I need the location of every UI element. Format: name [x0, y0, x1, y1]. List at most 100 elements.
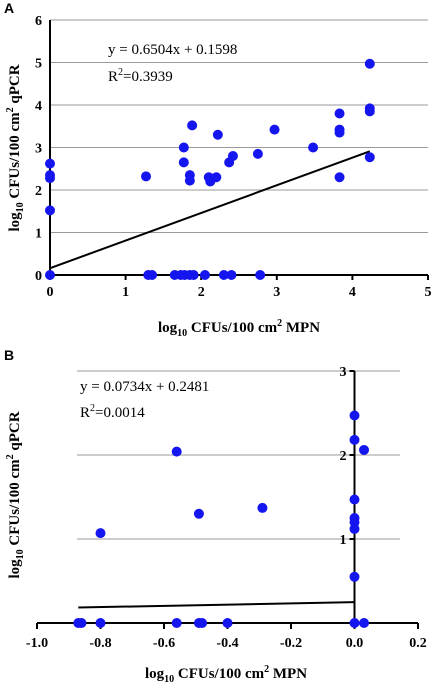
x-tick-label--0.6: -0.6 [153, 636, 175, 651]
y-tick-label-3: 3 [340, 365, 347, 380]
x-tick-label-5: 5 [425, 285, 432, 300]
regression-equation: y = 0.0734x + 0.2481 [80, 379, 209, 395]
data-point [211, 172, 222, 183]
y-tick-label-2: 2 [340, 449, 347, 464]
regression-line [49, 150, 371, 270]
data-point [178, 142, 189, 153]
y-tick-label-6: 6 [35, 14, 42, 29]
data-point [364, 58, 375, 69]
data-point [188, 270, 199, 280]
xlabel-title-subscript: 10 [177, 328, 187, 339]
ylabel-title-superscript: 2 [5, 107, 16, 112]
data-point [227, 151, 238, 161]
r-squared: R2=0.3939 [108, 67, 173, 85]
x-tick-label--0.8: -0.8 [89, 636, 111, 651]
panel-letter-b: B [4, 347, 14, 363]
x-tick-label--0.4: -0.4 [216, 636, 238, 651]
data-point [334, 127, 345, 138]
data-point [45, 270, 55, 280]
data-point [45, 173, 55, 184]
data-point [334, 108, 345, 119]
ylabel-title-subscript: 10 [15, 202, 26, 212]
xlabel-title-superscript: 2 [277, 318, 282, 329]
ylabel-title-main: log [7, 212, 23, 232]
data-point [364, 106, 375, 117]
r2-superscript: 2 [90, 403, 95, 414]
data-point [218, 270, 229, 280]
y-tick-label-0: 0 [35, 269, 42, 284]
y-tick-label-1: 1 [35, 227, 42, 242]
regression-line [78, 601, 355, 609]
x-tick-label-3: 3 [273, 285, 280, 300]
ylabel-title-mid: CFUs/100 cm [7, 112, 23, 202]
data-point [349, 523, 360, 534]
r2-letter: R [108, 69, 118, 85]
data-point [193, 508, 204, 519]
data-point [349, 434, 360, 445]
y-axis-title: log10 CFUs/100 cm2 qPCR [5, 411, 26, 578]
y-tick-label-4: 4 [35, 99, 42, 114]
data-point [334, 172, 345, 183]
data-point [364, 152, 375, 163]
data-point [95, 618, 106, 628]
y-tick-label-1: 1 [340, 533, 347, 548]
y-tick-label-3: 3 [35, 142, 42, 157]
data-point [178, 157, 189, 168]
data-point [349, 494, 360, 505]
data-point [147, 270, 158, 280]
data-point [212, 129, 223, 140]
x-axis-title: log10 CFUs/100 cm2 MPN [145, 664, 307, 685]
xlabel-title-subscript: 10 [164, 674, 174, 685]
data-point [184, 175, 195, 186]
data-point [141, 171, 152, 182]
data-point [171, 446, 182, 457]
data-point [359, 444, 370, 455]
data-point [95, 528, 106, 539]
x-tick-label--1.0: -1.0 [26, 636, 48, 651]
data-point [187, 120, 198, 131]
data-point [349, 410, 360, 421]
data-point [45, 205, 55, 216]
data-point [226, 270, 237, 280]
y-tick-label-5: 5 [35, 57, 42, 72]
ylabel-title-end: qPCR [7, 64, 23, 107]
data-point [359, 618, 370, 628]
ylabel-title-main: log [7, 559, 23, 579]
data-point [222, 618, 233, 628]
xlabel-title-end: MPN [269, 666, 307, 682]
x-tick-label-0.0: 0.0 [346, 636, 364, 651]
data-point [349, 571, 360, 582]
x-axis-title: log10 CFUs/100 cm2 MPN [158, 318, 320, 339]
ylabel-title-end: qPCR [7, 411, 23, 454]
data-point [76, 618, 87, 628]
data-point [197, 618, 208, 628]
y-tick-label-2: 2 [35, 184, 42, 199]
x-tick-label-0: 0 [47, 285, 54, 300]
xlabel-title-main: log [145, 666, 165, 682]
x-tick-label-0.2: 0.2 [409, 636, 427, 651]
panel-b: 1 2 3 -1.0 -0.8 -0.6 -0.4 -0.2 0.0 0.2 y = 0.0734x… [5, 365, 427, 685]
ylabel-title-superscript: 2 [5, 454, 16, 459]
r2-superscript: 2 [118, 67, 123, 78]
x-tick-label-4: 4 [349, 285, 356, 300]
x-tick-label-2: 2 [198, 285, 205, 300]
data-point [45, 158, 55, 169]
ylabel-title-subscript: 10 [15, 549, 26, 559]
xlabel-title-superscript: 2 [264, 664, 269, 675]
data-point [349, 618, 360, 628]
xlabel-title-end: MPN [282, 320, 320, 336]
r2-value: =0.3939 [123, 69, 173, 85]
r2-letter: R [80, 405, 90, 421]
xlabel-title-mid: CFUs/100 cm [187, 320, 277, 336]
x-tick-label--0.2: -0.2 [280, 636, 302, 651]
x-tick-label-1: 1 [122, 285, 129, 300]
xlabel-title-main: log [158, 320, 178, 336]
data-point [269, 124, 280, 135]
panel-letter-a: A [4, 0, 14, 16]
xlabel-title-mid: CFUs/100 cm [174, 666, 264, 682]
data-point [255, 270, 266, 280]
r2-value: =0.0014 [95, 405, 145, 421]
regression-equation: y = 0.6504x + 0.1598 [108, 42, 237, 58]
data-point [257, 502, 268, 513]
